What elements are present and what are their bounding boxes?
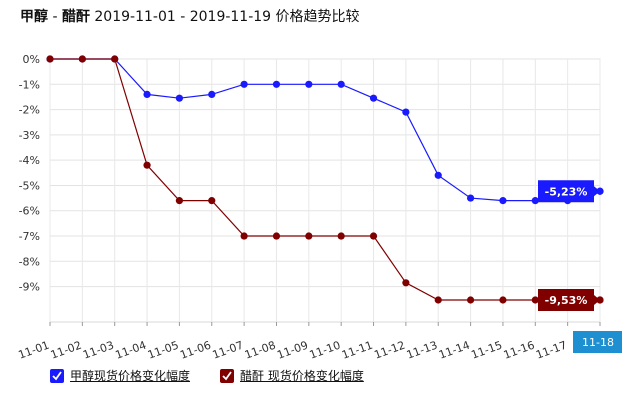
- data-point[interactable]: [499, 296, 507, 304]
- title-product-b: 醋酐: [61, 9, 90, 25]
- x-tick-label: 11-06: [178, 339, 212, 362]
- data-point[interactable]: [111, 55, 119, 63]
- x-tick-label: 11-07: [211, 339, 245, 362]
- data-point[interactable]: [337, 232, 345, 240]
- y-tick-label: 0%: [23, 53, 40, 66]
- data-point[interactable]: [402, 108, 410, 116]
- legend-label-acetic-anhydride: 醋酐 现货价格变化幅度: [240, 369, 364, 383]
- y-tick-label: -2%: [19, 104, 40, 117]
- crosshair-x-label-box: [573, 331, 622, 353]
- data-point[interactable]: [369, 94, 378, 102]
- x-tick-label: 11-04: [114, 339, 148, 362]
- x-tick-label: 11-12: [372, 339, 406, 362]
- x-tick-label: 11-14: [437, 339, 471, 362]
- title-range: 2019-11-01 - 2019-11-19 价格趋势比较: [89, 9, 360, 25]
- data-point[interactable]: [272, 80, 281, 88]
- y-tick-label: -3%: [19, 129, 40, 142]
- data-point[interactable]: [175, 197, 184, 205]
- value-callout: [538, 180, 594, 203]
- crosshair-x-label: 11-18: [582, 336, 614, 349]
- y-tick-label: -5%: [19, 179, 40, 192]
- x-tick-label: 11-08: [243, 339, 277, 362]
- data-point[interactable]: [272, 232, 281, 240]
- y-tick-label: -6%: [19, 205, 40, 218]
- data-point[interactable]: [337, 80, 345, 88]
- data-point[interactable]: [369, 232, 378, 240]
- data-point[interactable]: [143, 161, 151, 169]
- x-tick-label: 11-01: [17, 339, 51, 362]
- data-point[interactable]: [499, 197, 507, 205]
- data-point[interactable]: [208, 197, 216, 205]
- y-tick-label: -1%: [19, 78, 40, 91]
- data-point[interactable]: [305, 80, 313, 88]
- data-point[interactable]: [175, 94, 184, 102]
- value-callout-label: -5,23%: [545, 185, 588, 198]
- chart-title: 甲醇 - 醋酐 2019-11-01 - 2019-11-19 价格趋势比较: [20, 6, 360, 26]
- legend-label-methanol: 甲醇现货价格变化幅度: [70, 369, 191, 383]
- plot-area: [49, 58, 601, 323]
- data-point[interactable]: [240, 232, 248, 240]
- y-tick-label: -9%: [19, 281, 40, 294]
- x-tick-label: 11-17: [534, 339, 568, 362]
- x-tick-label: 11-02: [49, 339, 83, 362]
- data-point[interactable]: [434, 171, 442, 179]
- data-point[interactable]: [208, 90, 216, 99]
- data-point[interactable]: [596, 296, 604, 304]
- title-product-a: 甲醇: [20, 9, 48, 25]
- value-callout: [538, 288, 594, 311]
- data-point[interactable]: [46, 55, 54, 63]
- checkbox-checked-icon[interactable]: [50, 368, 64, 383]
- x-tick-label: 11-09: [275, 339, 309, 362]
- series-line: [50, 58, 601, 202]
- title-separator: -: [48, 9, 62, 25]
- x-tick-label: 11-11: [340, 339, 374, 362]
- data-point[interactable]: [596, 187, 604, 195]
- x-tick-label: 11-13: [405, 339, 439, 362]
- y-tick-label: -4%: [19, 154, 40, 167]
- legend-item-acetic-anhydride[interactable]: 醋酐 现货价格变化幅度: [220, 367, 364, 384]
- y-tick-label: -8%: [19, 255, 40, 268]
- x-tick-label: 11-15: [469, 339, 503, 362]
- legend: 甲醇现货价格变化幅度 醋酐 现货价格变化幅度: [50, 367, 364, 384]
- data-point[interactable]: [466, 194, 475, 202]
- y-tick-label: -7%: [19, 230, 40, 243]
- data-point[interactable]: [434, 296, 442, 304]
- data-point[interactable]: [78, 55, 86, 63]
- value-callout-label: -9,53%: [545, 294, 588, 307]
- series-line: [50, 58, 600, 301]
- legend-item-methanol[interactable]: 甲醇现货价格变化幅度: [50, 367, 190, 384]
- x-tick-label: 11-05: [146, 339, 180, 362]
- line-chart: 0%-1%-2%-3%-4%-5%-6%-7%-8%-9%11-0111-021…: [17, 53, 622, 362]
- data-point[interactable]: [305, 232, 313, 240]
- data-point[interactable]: [531, 197, 539, 205]
- data-point[interactable]: [466, 296, 475, 304]
- x-tick-label: 11-16: [502, 339, 536, 362]
- data-point[interactable]: [402, 279, 410, 287]
- x-tick-label: 11-10: [308, 339, 342, 362]
- data-point[interactable]: [531, 296, 539, 304]
- checkbox-checked-icon[interactable]: [220, 368, 235, 383]
- data-point[interactable]: [240, 80, 248, 88]
- x-tick-label: 11-03: [81, 339, 115, 362]
- data-point[interactable]: [143, 90, 151, 99]
